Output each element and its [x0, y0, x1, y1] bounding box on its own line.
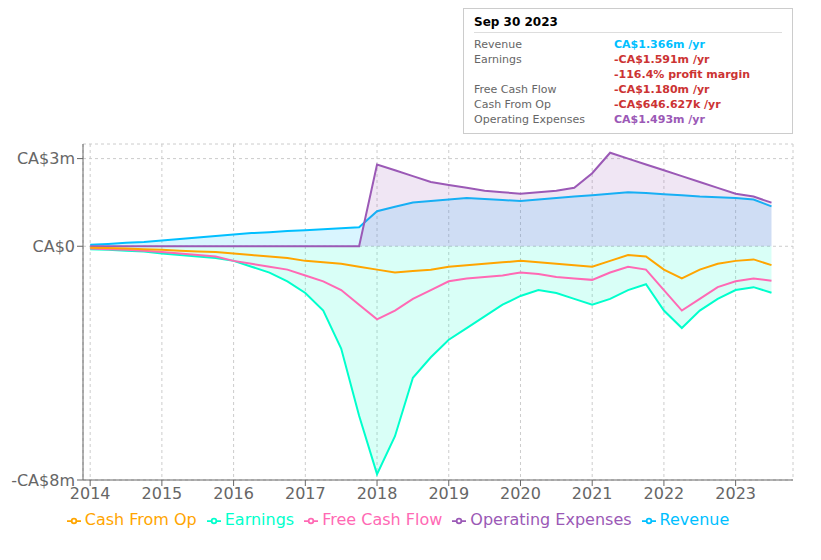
- svg-text:2022: 2022: [644, 484, 685, 503]
- html-text:Operating Expenses: Operating Expenses: [470, 510, 632, 529]
- svg-text:2016: 2016: [213, 484, 254, 503]
- svg-text:2021: 2021: [572, 484, 613, 503]
- html-text:-CA$1.591m /yr: -CA$1.591m /yr: [614, 53, 710, 66]
- svg-text:2015: 2015: [142, 484, 183, 503]
- html-text:Revenue: Revenue: [659, 510, 730, 529]
- svg-text:2019: 2019: [428, 484, 469, 503]
- html-text:CA$1.493m /yr: CA$1.493m /yr: [614, 113, 705, 126]
- html-text:Earnings: Earnings: [474, 53, 522, 66]
- html-text:Cash From Op: Cash From Op: [84, 510, 197, 529]
- svg-text:2018: 2018: [357, 484, 398, 503]
- svg-text:CA$3m: CA$3m: [17, 149, 75, 168]
- html-text:Earnings: Earnings: [224, 510, 295, 529]
- html-text:Operating Expenses: Operating Expenses: [474, 113, 585, 126]
- html-text:Free Cash Flow: Free Cash Flow: [474, 83, 557, 96]
- html-text:CA$1.366m /yr: CA$1.366m /yr: [614, 38, 705, 51]
- svg-text:-CA$8m: -CA$8m: [11, 471, 75, 490]
- html-text:Cash From Op: Cash From Op: [474, 98, 551, 111]
- svg-text:2017: 2017: [285, 484, 326, 503]
- svg-text:2014: 2014: [70, 484, 111, 503]
- svg-text:2020: 2020: [500, 484, 541, 503]
- html-text:-CA$646.627k /yr: -CA$646.627k /yr: [614, 98, 721, 111]
- html-text:Sep 30 2023: Sep 30 2023: [474, 15, 558, 29]
- html-text:-116.4% profit margin: -116.4% profit margin: [614, 68, 751, 81]
- html-text:Free Cash Flow: Free Cash Flow: [322, 510, 443, 529]
- html-text:Revenue: Revenue: [474, 38, 522, 51]
- svg-text:2023: 2023: [715, 484, 756, 503]
- svg-text:CA$0: CA$0: [33, 237, 75, 256]
- html-text:-CA$1.180m /yr: -CA$1.180m /yr: [614, 83, 710, 96]
